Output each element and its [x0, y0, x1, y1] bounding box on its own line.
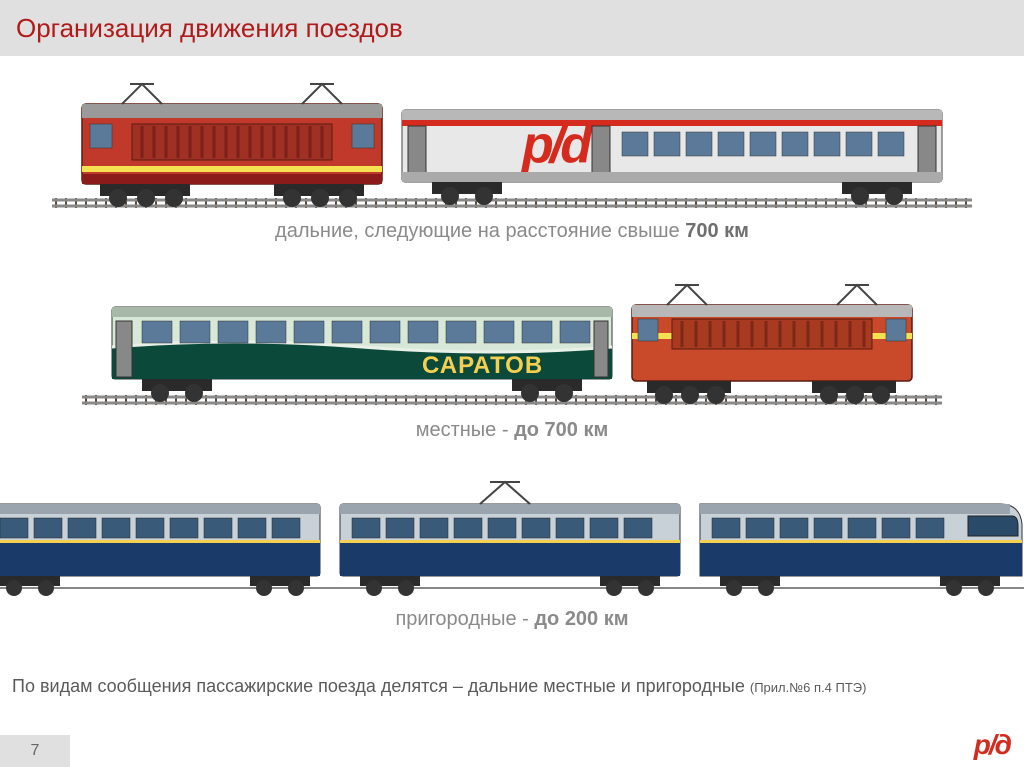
rzd-logo-icon: р/д: [974, 729, 1010, 761]
svg-text:САРАТОВ: САРАТОВ: [422, 352, 543, 379]
caption-bold: 700 км: [685, 220, 749, 242]
passenger-car-icon: p/d: [402, 110, 942, 205]
train-long-distance: p/d: [0, 74, 1024, 214]
section-local: САРАТОВ: [0, 271, 1024, 442]
caption-suburban: пригородные - до 200 км: [0, 608, 1024, 631]
track-icon: [52, 198, 972, 208]
page-number: 7: [0, 735, 70, 767]
page-title: Организация движения поездов: [16, 13, 403, 44]
svg-text:p/d: p/d: [520, 116, 593, 174]
footer-text: По видам сообщения пассажирские поезда д…: [12, 674, 1012, 698]
footer-ref: (Прил.№6 п.4 ПТЭ): [750, 680, 867, 695]
caption-text: местные -: [416, 419, 514, 441]
track-icon: [82, 395, 942, 405]
caption-text: дальние, следующие на расстояние свыше: [275, 220, 685, 242]
emu-head-car-icon: [700, 504, 1022, 596]
passenger-car-saratov-icon: САРАТОВ: [112, 307, 612, 402]
caption-bold: до 700 км: [514, 419, 608, 441]
emu-car-icon: [0, 504, 320, 596]
locomotive-icon: [632, 285, 912, 404]
section-long-distance: p/d да: [0, 74, 1024, 243]
train-local: САРАТОВ: [0, 271, 1024, 411]
footer-main: По видам сообщения пассажирские поезда д…: [12, 676, 750, 696]
caption-long-distance: дальние, следующие на расстояние свыше 7…: [0, 220, 1024, 243]
caption-bold: до 200 км: [534, 608, 628, 630]
train-suburban: [0, 470, 1024, 600]
emu-motor-car-icon: [340, 482, 680, 596]
caption-local: местные - до 700 км: [0, 419, 1024, 442]
caption-text: пригородные -: [395, 608, 534, 630]
section-suburban: пригородные - до 200 км: [0, 470, 1024, 631]
header-bar: Организация движения поездов: [0, 0, 1024, 56]
locomotive-icon: [82, 84, 382, 207]
